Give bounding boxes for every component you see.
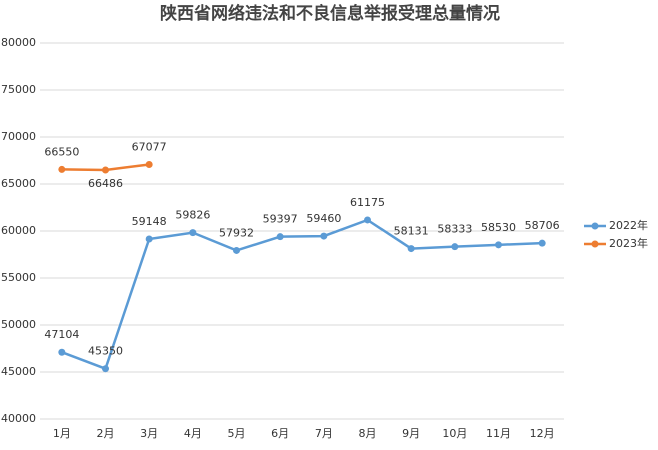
data-label: 59460 [306, 212, 341, 225]
point [145, 160, 153, 168]
point [407, 245, 415, 253]
y-tick-label: 45000 [1, 365, 36, 378]
point [58, 165, 66, 173]
point [102, 166, 109, 174]
point [102, 365, 109, 373]
y-tick-label: 70000 [1, 130, 36, 143]
x-tick-label: 11月 [486, 427, 511, 440]
data-label: 66550 [44, 145, 79, 158]
point [320, 232, 328, 240]
data-label: 59148 [132, 215, 167, 228]
point [145, 235, 153, 243]
x-tick-label: 12月 [530, 427, 555, 440]
series-line [61, 218, 543, 371]
point [364, 216, 371, 224]
data-label: 58131 [394, 225, 429, 238]
y-tick-label: 40000 [1, 412, 36, 425]
y-tick-label: 75000 [1, 83, 36, 96]
point [451, 243, 459, 251]
y-tick-label: 80000 [1, 36, 36, 49]
point [538, 239, 546, 247]
x-tick-label: 2月 [97, 427, 115, 440]
point [276, 233, 284, 241]
y-tick-label: 60000 [1, 224, 36, 237]
legend-marker [591, 240, 599, 248]
data-label: 45350 [88, 345, 123, 358]
data-label: 47104 [44, 328, 79, 341]
data-label: 58333 [437, 223, 472, 236]
point [233, 246, 240, 254]
data-label: 67077 [132, 140, 167, 153]
x-tick-label: 10月 [442, 427, 467, 440]
point [189, 229, 197, 237]
point [58, 348, 66, 356]
legend-marker [591, 222, 599, 230]
x-tick-label: 1月 [53, 427, 71, 440]
y-tick-label: 55000 [1, 271, 36, 284]
point [495, 241, 502, 249]
x-tick-label: 9月 [402, 427, 420, 440]
x-tick-label: 4月 [184, 427, 202, 440]
y-tick-label: 65000 [1, 177, 36, 190]
data-label: 57932 [219, 226, 254, 239]
data-label: 58706 [525, 219, 560, 232]
legend-label: 2023年 [609, 236, 648, 250]
x-tick-label: 5月 [228, 427, 246, 440]
data-label: 61175 [350, 196, 385, 209]
data-label: 59826 [175, 209, 210, 222]
data-label: 66486 [88, 177, 123, 190]
data-label: 58530 [481, 221, 516, 234]
x-tick-label: 7月 [315, 427, 333, 440]
data-label: 59397 [263, 213, 298, 226]
x-tick-label: 8月 [359, 427, 377, 440]
x-tick-label: 3月 [140, 427, 158, 440]
y-tick-label: 50000 [1, 318, 36, 331]
chart-title: 陕西省网络违法和不良信息举报受理总量情况 [160, 3, 500, 24]
legend-label: 2022年 [609, 218, 648, 232]
x-tick-label: 6月 [271, 427, 289, 440]
